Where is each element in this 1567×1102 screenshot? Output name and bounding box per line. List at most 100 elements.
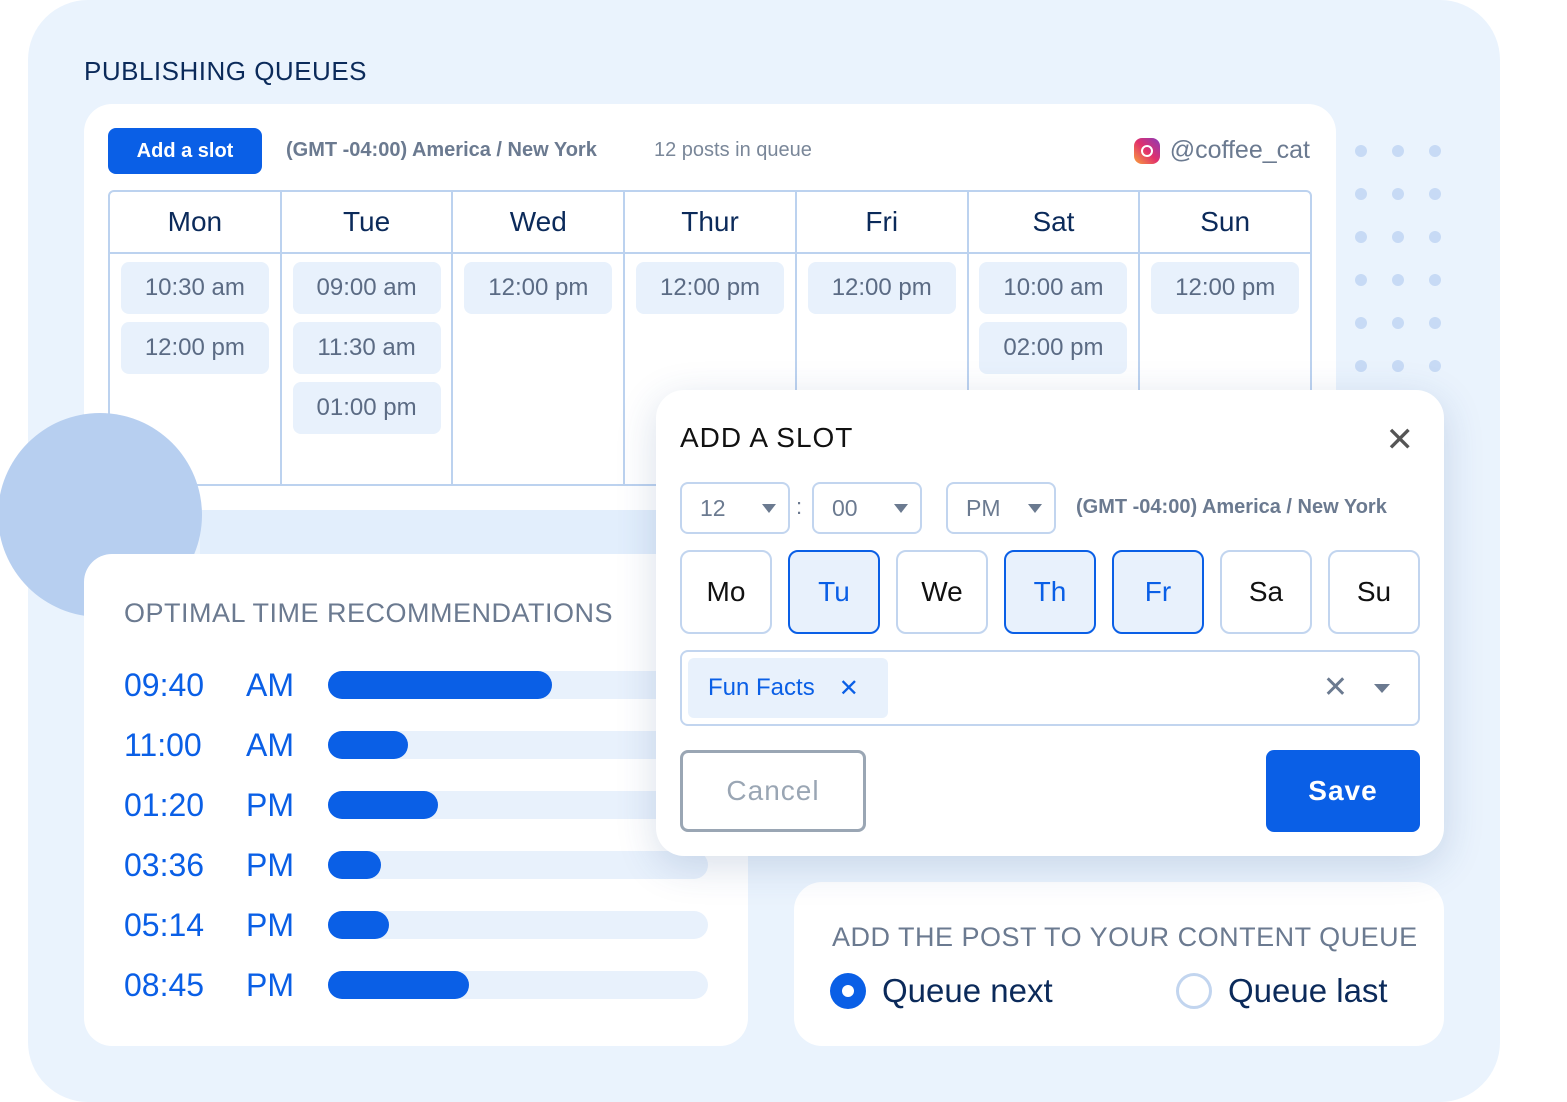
dot <box>1392 317 1404 329</box>
score-bar-fill <box>328 911 389 939</box>
hour-select[interactable]: 12 <box>680 482 790 534</box>
time-separator: : <box>796 494 803 519</box>
period-select[interactable]: PM <box>946 482 1056 534</box>
queue-last-radio[interactable]: Queue last <box>1176 972 1388 1010</box>
score-bar-track <box>328 671 708 699</box>
tag-chip: Fun Facts ✕ <box>688 658 888 718</box>
score-bar-fill <box>328 671 553 699</box>
day-header: Thur <box>625 192 795 254</box>
instagram-icon <box>1133 137 1160 164</box>
dot <box>1429 274 1441 286</box>
score-bar-fill <box>328 971 469 999</box>
recommendations-title: OPTIMAL TIME RECOMMENDATIONS <box>124 598 614 628</box>
time-slot[interactable]: 12:00 pm <box>464 262 613 314</box>
day-column: Sat 10:00 am 02:00 pm <box>968 192 1141 484</box>
day-header: Sun <box>1140 192 1311 254</box>
time-slot[interactable]: 12:00 pm <box>807 262 956 314</box>
dot <box>1429 317 1441 329</box>
dot <box>1392 188 1404 200</box>
account-name: @coffee_cat <box>1169 136 1310 164</box>
rec-time: 05:14 <box>124 906 205 943</box>
rec-time: 09:40 <box>124 666 205 703</box>
time-slot[interactable]: 12:00 pm <box>636 262 785 314</box>
chevron-down-icon <box>894 504 908 513</box>
content-queue-card: ADD THE POST TO YOUR CONTENT QUEUE Queue… <box>794 882 1444 1046</box>
dot <box>1392 274 1404 286</box>
chevron-down-icon[interactable] <box>1374 684 1390 693</box>
day-column: Thur 12:00 pm <box>625 192 797 484</box>
rec-time: 01:20 <box>124 786 205 823</box>
timezone-label: (GMT -04:00) America / New York <box>286 139 597 161</box>
recommendation-row: 08:45 PM <box>124 965 708 1005</box>
score-bar-track <box>328 911 708 939</box>
day-column: Tue 09:00 am 11:30 am 01:00 pm <box>281 192 454 484</box>
day-toggle[interactable]: We <box>896 550 988 634</box>
page-title: PUBLISHING QUEUES <box>84 56 368 86</box>
recommendations-card: OPTIMAL TIME RECOMMENDATIONS 09:40 AM 11:0… <box>84 554 748 1046</box>
tag-label: Fun Facts <box>708 674 815 701</box>
day-column: Mon 10:30 am 12:00 pm <box>110 192 282 484</box>
score-bar-fill <box>328 791 439 819</box>
minute-value: 00 <box>832 494 858 521</box>
category-input[interactable]: Fun Facts ✕ ✕ <box>680 650 1420 726</box>
dot <box>1429 231 1441 243</box>
close-icon[interactable]: ✕ <box>1385 421 1415 459</box>
day-toggle[interactable]: Th <box>1004 550 1096 634</box>
radio-label: Queue next <box>882 972 1053 1009</box>
score-bar-track <box>328 731 708 759</box>
add-slot-button[interactable]: Add a slot <box>108 128 262 174</box>
time-slot[interactable]: 11:30 am <box>292 322 441 374</box>
decorative-dots <box>1355 145 1441 372</box>
rec-time: 03:36 <box>124 846 205 883</box>
time-slot[interactable]: 02:00 pm <box>979 322 1128 374</box>
dot <box>1355 274 1367 286</box>
dot <box>1355 360 1367 372</box>
clear-icon[interactable]: ✕ <box>1322 671 1348 704</box>
dot <box>1429 360 1441 372</box>
day-header: Fri <box>796 192 967 254</box>
time-slot[interactable]: 10:00 am <box>979 262 1128 314</box>
recommendation-row: 11:00 AM <box>124 725 708 765</box>
recommendation-row: 01:20 PM <box>124 785 708 825</box>
modal-timezone: (GMT -04:00) America / New York <box>1076 496 1387 518</box>
time-slot[interactable]: 10:30 am <box>120 262 269 314</box>
dot <box>1429 188 1441 200</box>
day-toggle[interactable]: Mo <box>680 550 772 634</box>
day-toggle[interactable]: Fr <box>1112 550 1204 634</box>
add-slot-modal: ADD A SLOT ✕ 12 : 00 PM (GMT -04:00) Ame… <box>656 390 1444 856</box>
score-bar-track <box>328 851 708 879</box>
dot <box>1392 145 1404 157</box>
radio-unselected-icon <box>1176 973 1212 1009</box>
time-slot[interactable]: 09:00 am <box>292 262 441 314</box>
save-button[interactable]: Save <box>1266 750 1420 832</box>
time-slot[interactable]: 12:00 pm <box>1151 262 1300 314</box>
dot <box>1355 188 1367 200</box>
period-value: PM <box>966 494 1001 521</box>
modal-title: ADD A SLOT <box>680 422 854 453</box>
remove-tag-icon[interactable]: ✕ <box>838 674 859 702</box>
day-toggle[interactable]: Su <box>1328 550 1420 634</box>
day-toggle[interactable]: Sa <box>1220 550 1312 634</box>
day-toggle[interactable]: Tu <box>788 550 880 634</box>
queue-next-radio[interactable]: Queue next <box>830 972 1053 1010</box>
account-selector[interactable]: @coffee_cat <box>1133 136 1310 165</box>
content-queue-title: ADD THE POST TO YOUR CONTENT QUEUE <box>832 922 1418 952</box>
posts-count: 12 posts in queue <box>654 139 812 161</box>
minute-select[interactable]: 00 <box>812 482 922 534</box>
score-bar-track <box>328 791 708 819</box>
radio-selected-icon <box>830 973 866 1009</box>
cancel-button[interactable]: Cancel <box>680 750 866 832</box>
dot <box>1355 231 1367 243</box>
day-column: Sun 12:00 pm <box>1140 192 1311 484</box>
time-slot[interactable]: 01:00 pm <box>292 382 441 434</box>
rec-period: PM <box>246 966 294 1003</box>
dot <box>1429 145 1441 157</box>
rec-period: AM <box>246 666 294 703</box>
recommendation-row: 03:36 PM <box>124 845 708 885</box>
decorative-band <box>200 510 720 554</box>
day-header: Mon <box>110 192 280 254</box>
dot <box>1392 360 1404 372</box>
day-header: Wed <box>453 192 624 254</box>
recommendation-row: 05:14 PM <box>124 905 708 945</box>
time-slot[interactable]: 12:00 pm <box>120 322 269 374</box>
